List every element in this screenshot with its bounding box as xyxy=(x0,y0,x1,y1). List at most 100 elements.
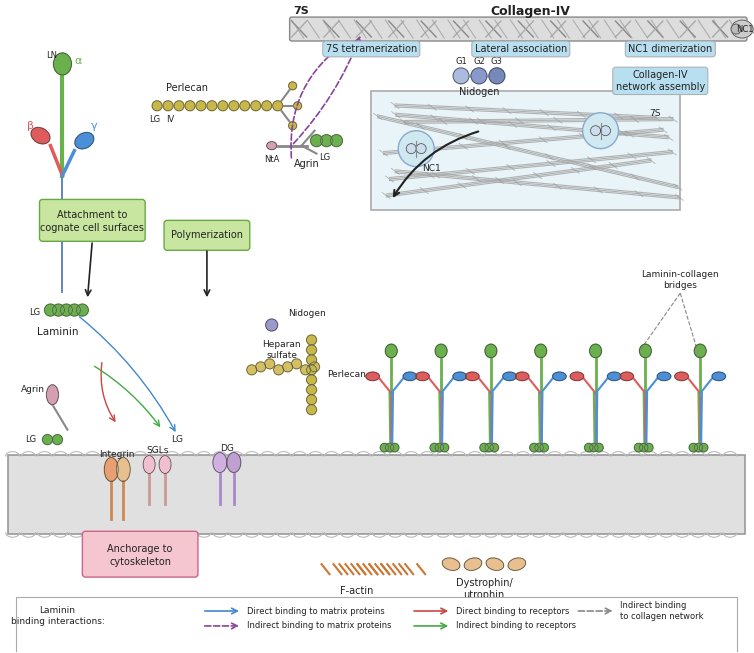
Circle shape xyxy=(60,304,72,316)
Circle shape xyxy=(595,443,603,452)
Ellipse shape xyxy=(453,372,467,381)
Text: cytoskeleton: cytoskeleton xyxy=(109,557,171,567)
Text: NC1: NC1 xyxy=(737,25,754,33)
Circle shape xyxy=(283,362,293,372)
Text: Lateral association: Lateral association xyxy=(475,44,567,54)
Ellipse shape xyxy=(213,453,227,473)
Ellipse shape xyxy=(265,319,277,331)
Ellipse shape xyxy=(570,372,584,381)
Circle shape xyxy=(273,101,283,111)
Text: LG: LG xyxy=(25,435,36,444)
Circle shape xyxy=(694,443,703,452)
Circle shape xyxy=(700,443,708,452)
Ellipse shape xyxy=(116,458,130,481)
Text: LG: LG xyxy=(171,435,183,444)
Text: Nidogen: Nidogen xyxy=(458,87,499,97)
FancyBboxPatch shape xyxy=(164,220,250,250)
Circle shape xyxy=(240,101,250,111)
Text: LG: LG xyxy=(319,153,330,162)
Text: 7S: 7S xyxy=(294,6,309,16)
Circle shape xyxy=(301,365,311,375)
Circle shape xyxy=(530,443,538,452)
Circle shape xyxy=(251,101,261,111)
Text: Laminin
binding interactions:: Laminin binding interactions: xyxy=(11,606,104,626)
Circle shape xyxy=(44,304,57,316)
Circle shape xyxy=(380,443,389,452)
Circle shape xyxy=(480,443,489,452)
Ellipse shape xyxy=(639,344,651,358)
Circle shape xyxy=(207,101,217,111)
Ellipse shape xyxy=(657,372,671,381)
Ellipse shape xyxy=(485,344,497,358)
Ellipse shape xyxy=(47,385,59,405)
Ellipse shape xyxy=(590,344,602,358)
Text: Laminin-collagen
bridges: Laminin-collagen bridges xyxy=(642,270,719,290)
FancyBboxPatch shape xyxy=(290,17,747,41)
Text: LG: LG xyxy=(29,308,41,317)
Circle shape xyxy=(535,443,544,452)
Circle shape xyxy=(218,101,228,111)
Text: 7S: 7S xyxy=(650,109,661,118)
Text: Polymerization: Polymerization xyxy=(171,231,243,240)
Text: Laminin: Laminin xyxy=(37,327,78,337)
Circle shape xyxy=(398,131,434,167)
Ellipse shape xyxy=(403,372,417,381)
FancyBboxPatch shape xyxy=(371,91,680,210)
Circle shape xyxy=(185,101,195,111)
Text: LG: LG xyxy=(149,115,161,124)
Ellipse shape xyxy=(535,344,547,358)
Text: Indirect binding
to collagen network: Indirect binding to collagen network xyxy=(621,601,704,621)
Ellipse shape xyxy=(366,372,379,381)
Text: Indirect binding to receptors: Indirect binding to receptors xyxy=(456,622,576,630)
Circle shape xyxy=(584,443,593,452)
Text: Perlecan: Perlecan xyxy=(327,370,366,379)
Ellipse shape xyxy=(464,558,482,570)
Circle shape xyxy=(53,304,64,316)
Circle shape xyxy=(307,395,317,405)
Ellipse shape xyxy=(31,127,50,144)
Circle shape xyxy=(430,443,439,452)
Ellipse shape xyxy=(267,142,277,150)
Ellipse shape xyxy=(590,126,600,136)
Text: SGLs: SGLs xyxy=(146,446,168,455)
Ellipse shape xyxy=(731,20,753,38)
Ellipse shape xyxy=(435,344,447,358)
Text: Anchorage to: Anchorage to xyxy=(108,544,173,554)
Circle shape xyxy=(645,443,653,452)
Text: α: α xyxy=(75,56,81,66)
Circle shape xyxy=(42,435,53,445)
Circle shape xyxy=(440,443,449,452)
Ellipse shape xyxy=(143,456,155,473)
Text: Dystrophin/
utrophin: Dystrophin/ utrophin xyxy=(455,579,512,600)
Ellipse shape xyxy=(443,558,460,570)
Text: cognate cell surfaces: cognate cell surfaces xyxy=(41,223,144,233)
Circle shape xyxy=(540,443,548,452)
Circle shape xyxy=(307,345,317,355)
Text: Collagen-IV
network assembly: Collagen-IV network assembly xyxy=(616,70,705,91)
Ellipse shape xyxy=(694,344,706,358)
Circle shape xyxy=(247,365,257,375)
Ellipse shape xyxy=(503,372,516,381)
Circle shape xyxy=(265,359,274,369)
Text: G3: G3 xyxy=(491,57,503,67)
Circle shape xyxy=(307,365,317,375)
Circle shape xyxy=(583,113,618,149)
Circle shape xyxy=(689,443,697,452)
Text: LN: LN xyxy=(47,52,57,61)
Circle shape xyxy=(174,101,184,111)
Circle shape xyxy=(307,335,317,345)
Ellipse shape xyxy=(553,372,566,381)
Text: Agrin: Agrin xyxy=(20,385,44,394)
Ellipse shape xyxy=(620,372,633,381)
Text: Heparan
sulfate: Heparan sulfate xyxy=(262,340,301,360)
Text: Attachment to: Attachment to xyxy=(57,210,127,221)
Text: Direct binding to receptors: Direct binding to receptors xyxy=(456,607,569,616)
Text: G1: G1 xyxy=(455,57,467,67)
Circle shape xyxy=(256,362,265,372)
Text: IV: IV xyxy=(166,115,174,124)
Ellipse shape xyxy=(712,372,725,381)
Text: Integrin: Integrin xyxy=(100,450,135,459)
Text: Collagen-IV: Collagen-IV xyxy=(491,5,571,18)
Circle shape xyxy=(320,135,333,147)
Circle shape xyxy=(490,443,498,452)
